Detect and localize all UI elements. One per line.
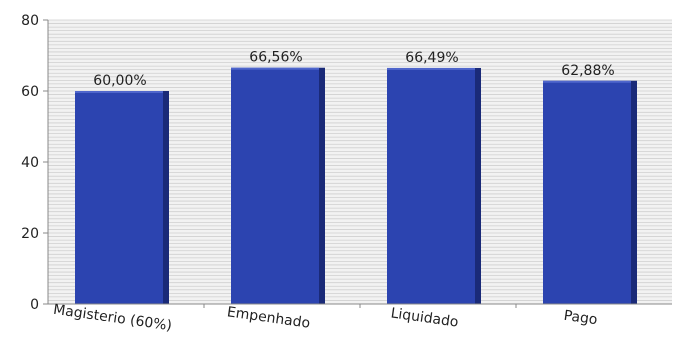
x-tick-label: Liquidado <box>390 305 460 330</box>
data-label: 60,00% <box>93 73 146 89</box>
bar-front <box>543 80 631 304</box>
bar-top <box>75 91 163 93</box>
bar <box>75 91 169 304</box>
y-tick-label: 0 <box>30 297 39 313</box>
bars <box>75 67 637 304</box>
data-label: 66,56% <box>249 50 302 66</box>
bar-side <box>319 67 325 304</box>
data-labels: 60,00% 66,56% 66,49% 62,88% <box>93 50 614 89</box>
x-tick-label: Pago <box>563 308 599 329</box>
bar-side <box>163 91 169 304</box>
x-tick-label: Empenhado <box>226 304 311 332</box>
bar <box>387 67 481 304</box>
bar-top <box>387 67 475 70</box>
bar-top <box>543 80 631 83</box>
data-label: 66,49% <box>405 50 458 66</box>
y-tick-label: 20 <box>21 226 39 242</box>
y-tick-label: 40 <box>21 155 39 171</box>
y-tick-label: 60 <box>21 84 39 100</box>
bar-top <box>231 67 319 70</box>
data-label: 62,88% <box>561 63 614 79</box>
bar-side <box>475 67 481 304</box>
y-tick-label: 80 <box>21 13 39 29</box>
bar-front <box>231 67 319 304</box>
bar <box>543 80 637 304</box>
bar-side <box>631 80 637 304</box>
bar <box>231 67 325 304</box>
bar-front <box>387 67 475 304</box>
bar-front <box>75 91 163 304</box>
x-tick-label: Magisterio (60%) <box>52 302 173 334</box>
